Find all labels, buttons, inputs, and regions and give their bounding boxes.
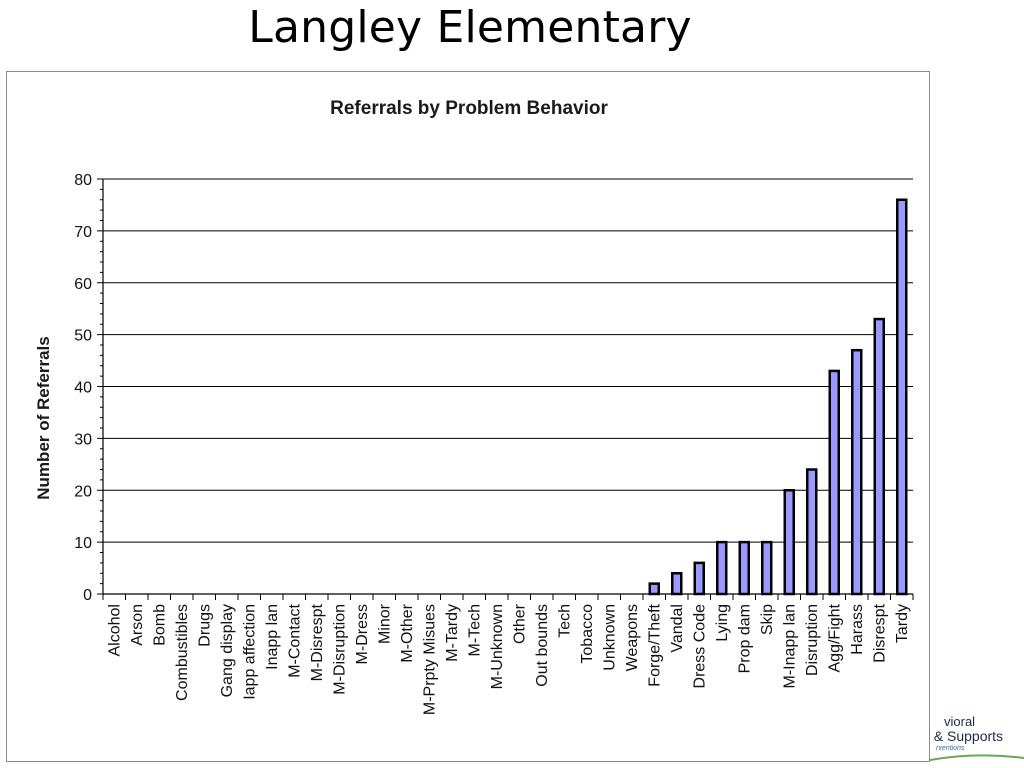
- y-axis-label: Number of Referrals: [34, 336, 53, 499]
- x-tick-label: Forge/Theft: [646, 603, 663, 686]
- x-tick-label: Tobacco: [579, 604, 596, 664]
- x-tick-label: Tech: [556, 604, 573, 638]
- x-tick-label: M-Tech: [466, 604, 483, 656]
- bar: [806, 468, 818, 596]
- gridlines: [103, 178, 913, 543]
- bar: [671, 572, 683, 596]
- x-tick-label: Dress Code: [691, 604, 708, 689]
- y-tick-label: 80: [74, 172, 92, 189]
- x-tick-label: M-Other: [399, 603, 416, 662]
- y-tick-label: 70: [74, 224, 92, 241]
- y-tick-label: 10: [74, 535, 92, 552]
- y-tick-label: 60: [74, 276, 92, 293]
- slide-title: Langley Elementary: [248, 2, 692, 53]
- x-tick-label: M-Tardy: [444, 604, 461, 662]
- bar: [783, 489, 795, 596]
- chart-frame: Referrals by Problem Behavior Number of …: [6, 71, 930, 762]
- x-tick-label: M-Contact: [286, 603, 303, 677]
- bar: [896, 198, 908, 596]
- bar: [828, 369, 840, 596]
- y-tick-label: 40: [74, 380, 92, 397]
- x-tick-label: Other: [511, 603, 528, 644]
- bar: [716, 540, 728, 596]
- x-tick-label: Weapons: [624, 604, 641, 671]
- x-tick-label: Inapp lan: [264, 604, 281, 670]
- x-tick-label: Prop dam: [736, 604, 753, 673]
- x-tick-label: Bomb: [151, 604, 168, 646]
- x-tick-label: Alcohol: [106, 604, 123, 656]
- y-axis-ticks: 0 10 20 30 40 50 60 70 80: [74, 172, 103, 604]
- x-tick-label: Out bounds: [534, 604, 551, 687]
- y-tick-label: 0: [83, 587, 92, 604]
- y-tick-label: 30: [74, 431, 92, 448]
- x-tick-label: Agg/Fight: [826, 603, 843, 672]
- x-tick-label: M-Unknown: [489, 604, 506, 689]
- logo-line-1: vioral: [944, 714, 976, 729]
- x-tick-label: Unknown: [601, 604, 618, 671]
- bar: [693, 561, 705, 596]
- x-tick-label: Tardy: [894, 604, 911, 643]
- x-tick-label: Skip: [759, 604, 776, 635]
- bars: [648, 198, 908, 596]
- x-tick-label: Disruption: [804, 604, 821, 676]
- x-tick-label: Vandal: [669, 604, 686, 653]
- logo-line-3: rventions: [936, 745, 965, 752]
- x-tick-label: M-Disrespt: [309, 603, 326, 681]
- bar: [648, 582, 660, 596]
- x-tick-label: Minor: [376, 603, 393, 644]
- x-tick-label: Lying: [714, 604, 731, 642]
- bar: [761, 540, 773, 596]
- x-tick-label: M-Inapp lan: [781, 604, 798, 689]
- bar-chart: Referrals by Problem Behavior Number of …: [34, 98, 914, 715]
- x-tick-label: M-Dress: [354, 604, 371, 664]
- x-tick-label: Harass: [849, 604, 866, 655]
- logo-swoosh-icon: [930, 754, 1024, 761]
- pbis-logo: vioral ; & Supports rventions: [930, 714, 1024, 764]
- chart-title: Referrals by Problem Behavior: [330, 98, 608, 119]
- x-tick-label: M-Prpty Misues: [421, 604, 438, 715]
- x-tick-label: Combustibles: [174, 604, 191, 701]
- x-axis-ticks: Alcohol Arson Bomb Combustibles Drugs Gang di…: [102, 594, 914, 715]
- y-tick-label: 20: [74, 483, 92, 500]
- x-tick-label: Iapp affection: [241, 604, 258, 700]
- y-tick-label: 50: [74, 328, 92, 345]
- x-tick-label: M-Disruption: [331, 604, 348, 695]
- x-tick-label: Drugs: [196, 604, 213, 647]
- x-tick-label: Gang display: [219, 604, 236, 697]
- logo-line-2: ; & Supports: [930, 728, 1004, 744]
- bar: [851, 348, 863, 596]
- x-tick-label: Disrespt: [871, 603, 888, 662]
- x-tick-label: Arson: [129, 604, 146, 646]
- bar: [738, 540, 750, 596]
- bar: [873, 317, 885, 596]
